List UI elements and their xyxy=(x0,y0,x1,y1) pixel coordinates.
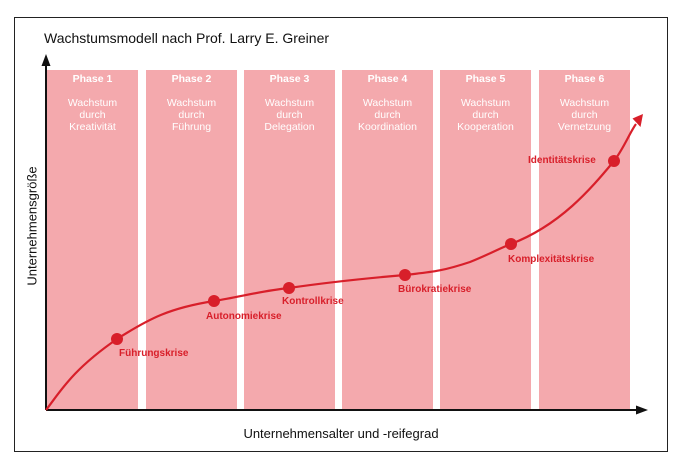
crisis-point-kontrollkrise xyxy=(283,282,295,294)
crisis-point-buerokratiekrise xyxy=(399,269,411,281)
x-axis-arrowhead xyxy=(636,405,648,415)
phase-2-description: Wachstum durch Führung xyxy=(166,97,217,133)
phase-6-label: Phase 6 xyxy=(564,73,605,85)
growth-curve xyxy=(45,123,637,411)
phase-5-label: Phase 5 xyxy=(465,73,506,85)
crisis-label-buerokratiekrise: Bürokratiekrise xyxy=(398,284,472,295)
phase-1-description: Wachstum durch Kreativität xyxy=(67,97,118,133)
crisis-point-komplexitaetskrise xyxy=(505,238,517,250)
crisis-label-fuehrungskrise: Führungskrise xyxy=(119,348,189,359)
crisis-point-fuehrungskrise xyxy=(111,333,123,345)
phase-3-column: Phase 3 Wachstum durch Delegation xyxy=(244,70,335,410)
crisis-label-autonomiekrise: Autonomiekrise xyxy=(206,311,282,322)
diagram-frame xyxy=(14,17,668,452)
phase-1-label: Phase 1 xyxy=(72,73,113,85)
phase-4-description: Wachstum durch Koordination xyxy=(358,97,417,133)
crisis-label-identitaetskrise: Identitätskrise xyxy=(528,155,596,166)
crisis-point-identitaetskrise xyxy=(608,155,620,167)
phase-6-column: Phase 6 Wachstum durch Vernetzung xyxy=(539,70,630,410)
phase-1-column: Phase 1 Wachstum durch Kreativität xyxy=(47,70,138,410)
growth-curve-arrowhead xyxy=(632,114,643,127)
phase-3-label: Phase 3 xyxy=(269,73,310,85)
phase-5-description: Wachstum durch Kooperation xyxy=(457,97,514,133)
y-axis-label: Unternehmensgröße xyxy=(24,166,40,286)
crisis-label-kontrollkrise: Kontrollkrise xyxy=(282,296,344,307)
y-axis-arrowhead xyxy=(41,54,51,66)
phase-4-column: Phase 4 Wachstum durch Koordination xyxy=(342,70,433,410)
phase-6-description: Wachstum durch Vernetzung xyxy=(557,97,612,133)
phase-4-label: Phase 4 xyxy=(367,73,408,85)
phase-2-column: Phase 2 Wachstum durch Führung xyxy=(146,70,237,410)
x-axis-label: Unternehmensalter und -reifegrad xyxy=(243,426,439,441)
phase-3-description: Wachstum durch Delegation xyxy=(264,97,315,133)
crisis-label-komplexitaetskrise: Komplexitätskrise xyxy=(508,254,595,265)
diagram-title: Wachstumsmodell nach Prof. Larry E. Grei… xyxy=(44,30,330,46)
crisis-point-autonomiekrise xyxy=(208,295,220,307)
phase-2-label: Phase 2 xyxy=(171,73,212,85)
phase-5-column: Phase 5 Wachstum durch Kooperation xyxy=(440,70,531,410)
